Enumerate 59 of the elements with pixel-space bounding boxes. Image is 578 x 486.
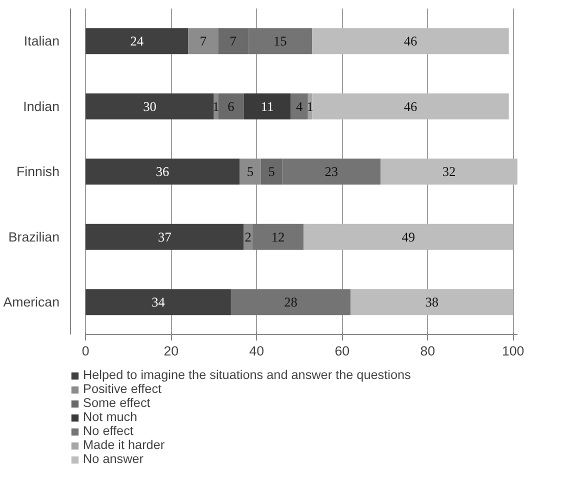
data-label: 24 (130, 34, 144, 49)
data-label: 30 (143, 98, 157, 114)
bar (244, 93, 291, 120)
data-label: 28 (284, 294, 298, 310)
y-tick-label: Italian (24, 34, 60, 49)
x-tick-label: 100 (502, 344, 524, 359)
legend-label: No answer (83, 452, 144, 466)
y-tick-label: Indian (23, 98, 60, 114)
data-label: 46 (404, 98, 418, 114)
bar (230, 289, 351, 316)
legend-label: Made it harder (83, 438, 165, 452)
bar (86, 28, 188, 54)
bar (86, 289, 231, 316)
data-label: 6 (228, 98, 235, 114)
data-label: 37 (158, 229, 172, 244)
data-label: 11 (260, 98, 274, 114)
data-label: 36 (156, 164, 170, 180)
data-label: 1 (212, 98, 220, 114)
bar (304, 224, 514, 250)
x-tick-label: 60 (334, 344, 350, 359)
bar (312, 93, 509, 120)
x-tick-label: 80 (420, 344, 436, 359)
x-tick-label: 40 (249, 344, 264, 359)
legend-label: Some effect (83, 396, 150, 410)
legend-label: No effect (83, 424, 134, 438)
data-label: 7 (200, 34, 207, 49)
y-tick-label: Brazilian (8, 229, 60, 244)
legend-label: Positive effect (83, 382, 162, 396)
data-label: 7 (230, 34, 237, 49)
data-label: 12 (271, 229, 285, 244)
data-label: 34 (152, 294, 166, 310)
bar (86, 158, 240, 185)
x-tick-label: 0 (82, 344, 90, 359)
data-label: 38 (425, 294, 439, 310)
y-tick-label: Finnish (16, 164, 60, 180)
data-label: 49 (402, 229, 416, 244)
bar (350, 289, 514, 316)
data-label: 5 (268, 164, 276, 180)
bar (312, 28, 509, 54)
data-label: 23 (324, 164, 338, 180)
data-label: 5 (246, 164, 254, 180)
x-tick-label: 20 (164, 344, 179, 359)
bar (290, 93, 308, 120)
data-label: 4 (296, 98, 304, 114)
bar (252, 224, 304, 250)
y-tick-label: American (3, 294, 60, 310)
data-label: 15 (273, 34, 288, 49)
bar (86, 93, 214, 120)
bar (188, 28, 218, 54)
bar (218, 93, 244, 120)
data-label: 2 (244, 229, 252, 244)
bar (380, 158, 518, 185)
data-label: 1 (306, 98, 314, 114)
data-label: 32 (442, 164, 456, 180)
bar (240, 158, 261, 185)
bar (86, 224, 244, 250)
data-label: 46 (404, 34, 418, 49)
legend-label: Not much (83, 410, 138, 424)
legend-label: Helped to imagine the situations and answer the questions (83, 368, 411, 382)
